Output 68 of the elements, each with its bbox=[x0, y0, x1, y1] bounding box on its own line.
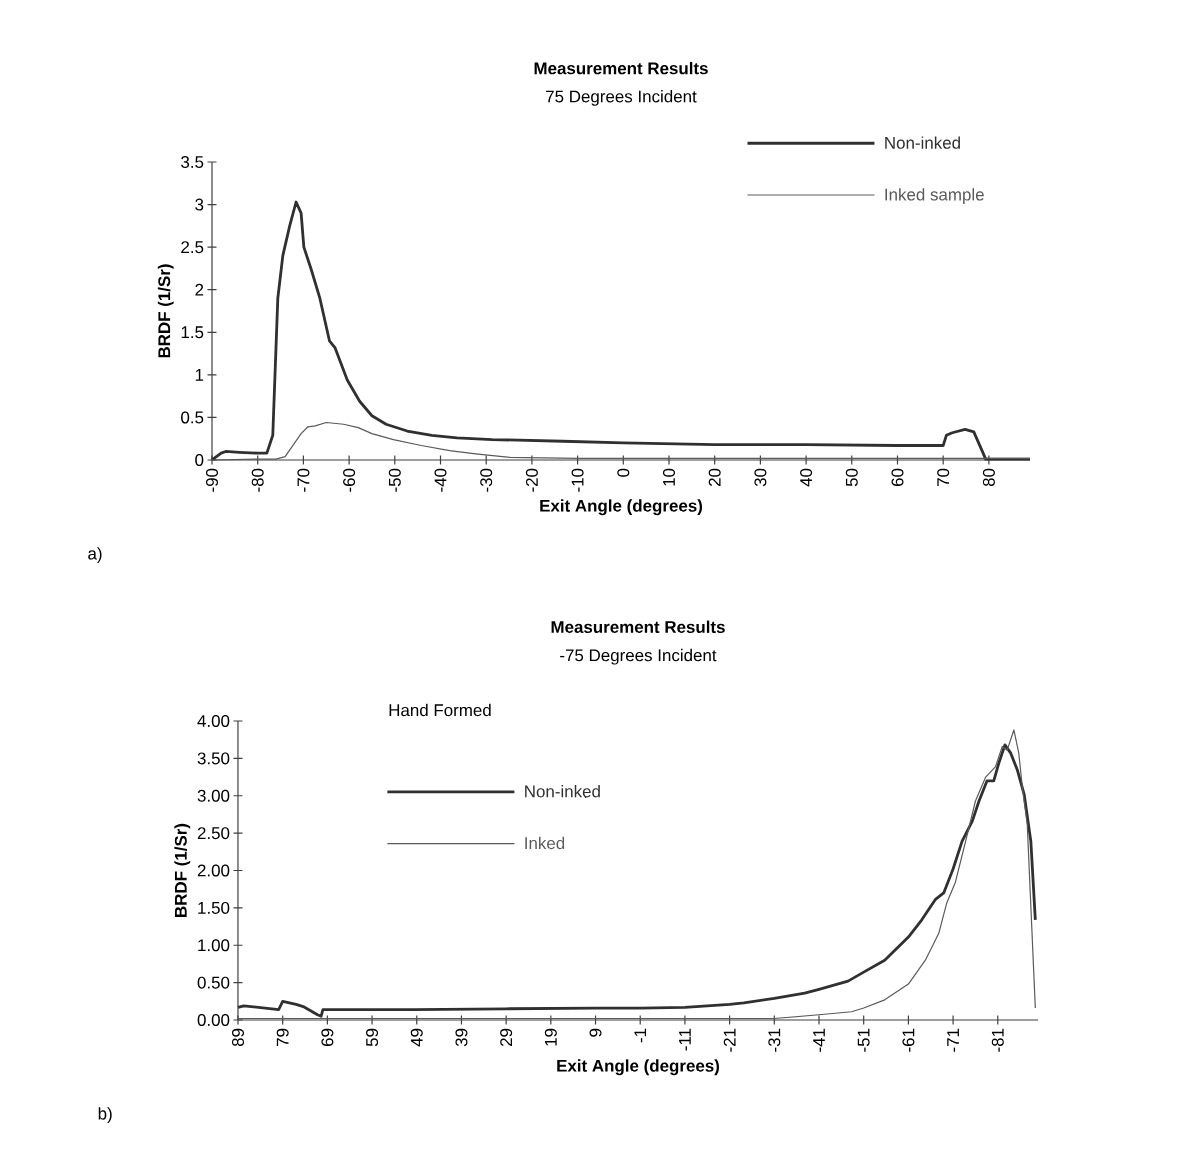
y-tick-label: 2 bbox=[195, 283, 204, 296]
y-tick-label: 2.5 bbox=[181, 241, 204, 254]
text: Non-inked bbox=[525, 784, 600, 798]
x-tick-label: -1 bbox=[634, 1028, 647, 1043]
x-tick-label: 10 bbox=[662, 468, 675, 486]
text: Inked sample bbox=[885, 188, 984, 204]
text: Inked bbox=[525, 836, 565, 850]
x-tick-label: -11 bbox=[679, 1028, 691, 1051]
y-tick-label: 3 bbox=[195, 198, 204, 211]
x-tick-label: 39 bbox=[455, 1028, 468, 1047]
x-tick-label: 20 bbox=[708, 468, 721, 486]
y-tick-label: 0.00 bbox=[197, 1014, 230, 1026]
x-tick-label: 80 bbox=[982, 468, 995, 487]
y-tick-label: 0.50 bbox=[197, 976, 230, 989]
text: Hand Formed bbox=[389, 703, 491, 717]
y-tick-label: 3.00 bbox=[197, 789, 230, 802]
chart-title: Measurement Results bbox=[534, 61, 708, 75]
y-tick-label: 1.50 bbox=[198, 901, 230, 914]
text: b) bbox=[98, 1107, 112, 1123]
chart-subtitle: 75 Degrees Incident bbox=[546, 90, 697, 106]
x-tick-label: 40 bbox=[800, 468, 813, 487]
text: Non-inked bbox=[885, 136, 960, 149]
y-tick-label: 0.5 bbox=[181, 411, 204, 424]
x-tick-label: -50 bbox=[388, 468, 401, 492]
y-tick-label: 3.50 bbox=[197, 752, 230, 765]
x-tick-label: -40 bbox=[434, 468, 447, 492]
x-tick-label: -80 bbox=[251, 468, 264, 492]
chart-subtitle: -75 Degrees Incident bbox=[560, 648, 717, 665]
y-tick-label: 1.5 bbox=[181, 326, 204, 339]
x-tick-label: -61 bbox=[902, 1028, 915, 1052]
y-axis-title: BRDF (1/Sr) bbox=[157, 264, 174, 358]
x-tick-label: -51 bbox=[857, 1028, 870, 1052]
y-tick-label: 1.00 bbox=[198, 939, 230, 952]
x-tick-label: 59 bbox=[366, 1028, 379, 1047]
chart-title: Measurement Results bbox=[551, 620, 725, 634]
x-axis-title: Exit Angle (degrees) bbox=[540, 499, 703, 516]
x-tick-label: -90 bbox=[206, 468, 218, 492]
x-tick-label: 49 bbox=[410, 1028, 423, 1047]
x-tick-label: -71 bbox=[947, 1028, 959, 1052]
x-tick-label: -81 bbox=[991, 1028, 1004, 1052]
x-tick-label: 29 bbox=[500, 1028, 513, 1046]
y-tick-label: 2.00 bbox=[197, 864, 230, 877]
x-tick-label: -10 bbox=[571, 468, 584, 492]
x-tick-label: 0 bbox=[617, 468, 630, 477]
x-tick-label: -30 bbox=[480, 468, 493, 492]
x-tick-label: -20 bbox=[525, 468, 538, 492]
y-tick-label: 3.5 bbox=[181, 155, 204, 168]
x-tick-label: 30 bbox=[754, 468, 767, 487]
x-axis-title: Exit Angle (degrees) bbox=[557, 1059, 720, 1076]
x-tick-label: 70 bbox=[937, 468, 950, 486]
x-tick-label: 50 bbox=[845, 468, 858, 487]
x-tick-label: -41 bbox=[813, 1028, 825, 1052]
x-tick-label: -31 bbox=[768, 1028, 781, 1052]
x-tick-label: 19 bbox=[544, 1028, 557, 1046]
y-tick-label: 1 bbox=[195, 369, 204, 381]
y-tick-label: 2.50 bbox=[197, 827, 230, 840]
x-tick-label: 9 bbox=[589, 1028, 602, 1037]
x-tick-label: 89 bbox=[231, 1028, 244, 1047]
y-tick-label: 0 bbox=[195, 453, 204, 466]
y-axis-title: BRDF (1/Sr) bbox=[174, 823, 191, 917]
y-tick-label: 4.00 bbox=[197, 715, 230, 727]
text: a) bbox=[88, 547, 102, 563]
x-tick-label: -60 bbox=[343, 468, 356, 492]
x-tick-label: 60 bbox=[891, 468, 904, 486]
x-tick-label: -21 bbox=[723, 1028, 736, 1052]
x-tick-label: 79 bbox=[276, 1028, 289, 1046]
x-tick-label: 69 bbox=[321, 1028, 334, 1046]
x-tick-label: -70 bbox=[297, 468, 310, 492]
